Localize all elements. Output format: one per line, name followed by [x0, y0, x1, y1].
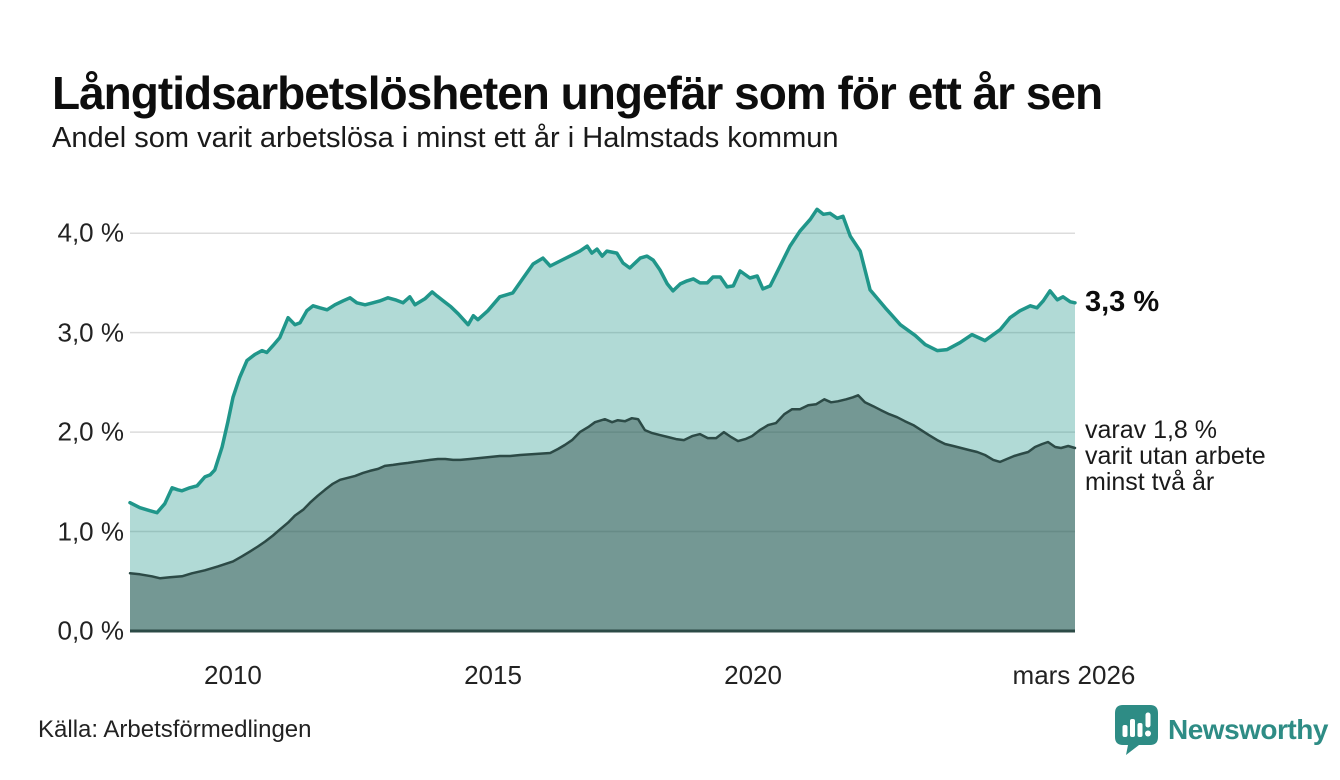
- x-tick-label: 2010: [204, 660, 262, 690]
- chart-subtitle: Andel som varit arbetslösa i minst ett å…: [52, 122, 839, 154]
- newsworthy-logo: Newsworthy: [1115, 705, 1328, 755]
- y-tick-label: 3,0 %: [57, 317, 125, 348]
- series-2-area: [130, 395, 1075, 631]
- y-tick-label: 1,0 %: [57, 516, 125, 547]
- y-tick-label: 2,0 %: [57, 416, 125, 447]
- annotation-line: varav 1,8 %: [1085, 416, 1218, 444]
- series-2-line: [128, 394, 1077, 580]
- chart-title: Långtidsarbetslösheten ungefär som för e…: [52, 66, 1103, 119]
- series1-end-value-label: 3,3 %: [1085, 285, 1160, 318]
- y-tick-label: 4,0 %: [57, 217, 125, 248]
- newsworthy-wordmark: Newsworthy: [1168, 714, 1328, 745]
- y-tick-label: 0,0 %: [57, 615, 125, 646]
- x-tick-label: 2020: [724, 660, 782, 690]
- annotation-line: minst två år: [1085, 468, 1215, 496]
- series2-end-annotation: varav 1,8 % varit utan arbete minst två …: [1085, 417, 1266, 495]
- newsworthy-logo-icon: [1115, 705, 1158, 755]
- series-1-line: [128, 207, 1077, 515]
- source-note: Källa: Arbetsförmedlingen: [38, 716, 312, 743]
- x-tick-label: mars 2026: [1012, 660, 1136, 690]
- x-tick-label: 2015: [464, 660, 522, 690]
- annotation-line: varit utan arbete: [1085, 442, 1266, 470]
